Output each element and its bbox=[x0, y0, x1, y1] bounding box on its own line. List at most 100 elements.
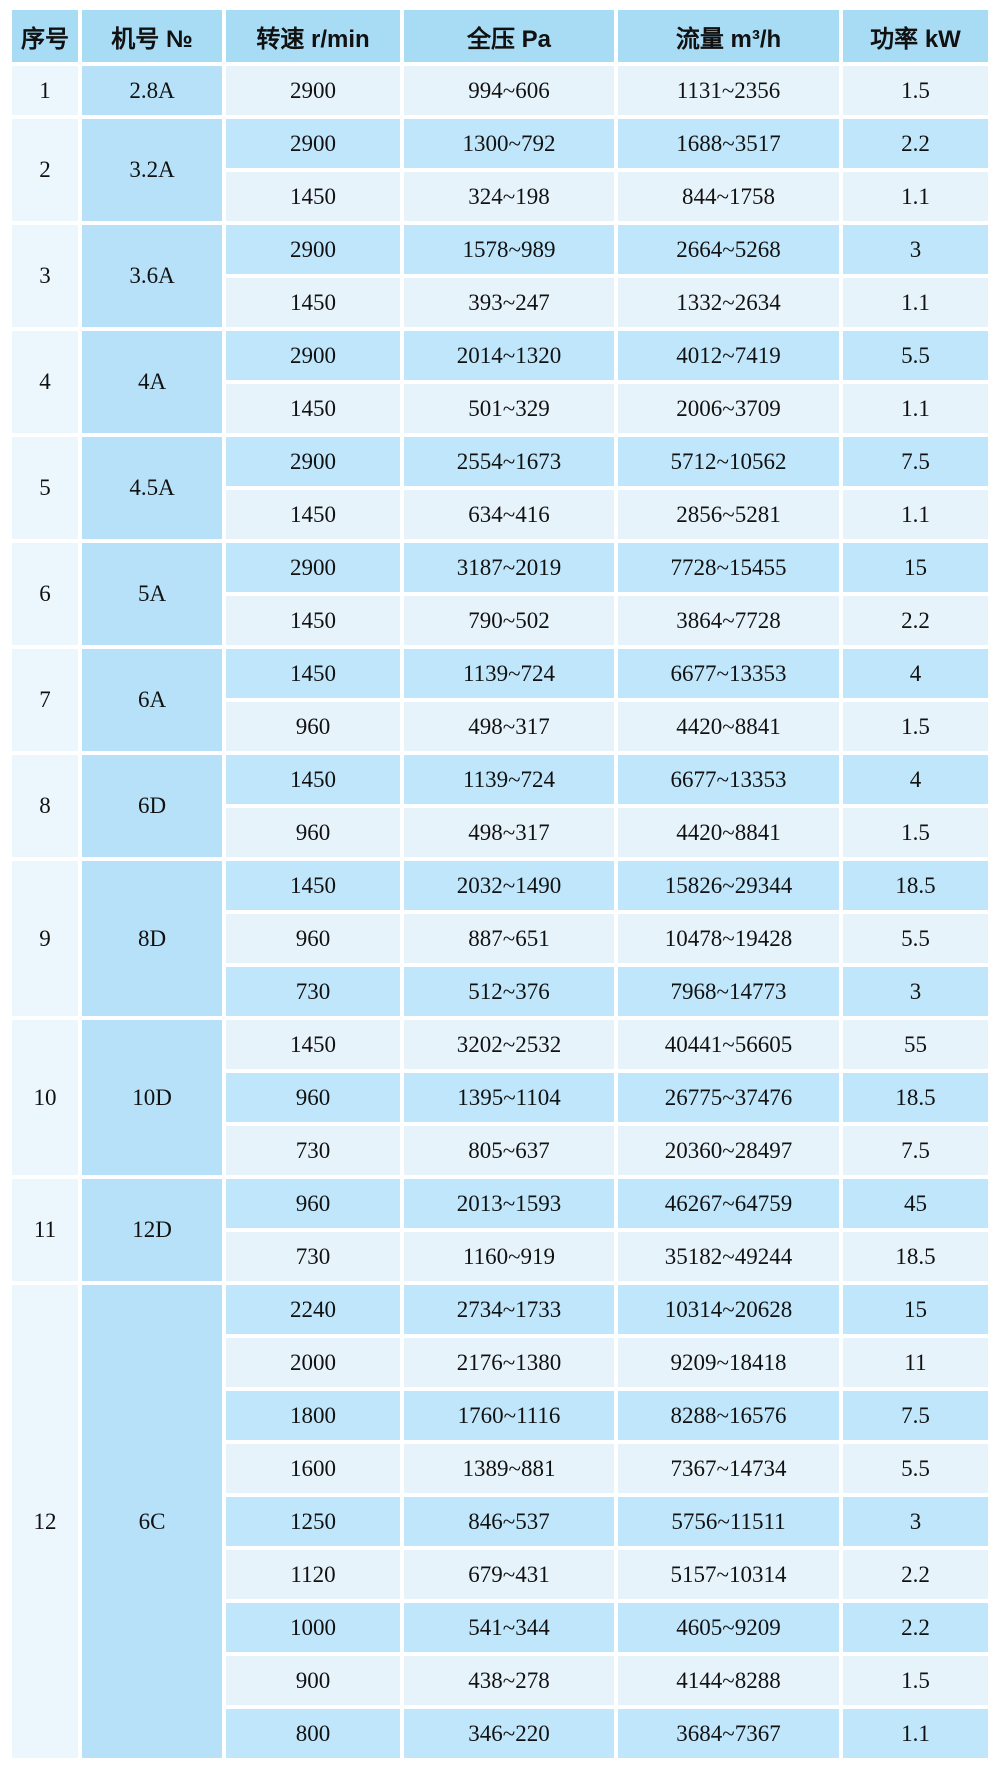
flow-cell: 8288~16576 bbox=[618, 1391, 839, 1440]
power-cell: 7.5 bbox=[843, 1126, 988, 1175]
flow-cell: 20360~28497 bbox=[618, 1126, 839, 1175]
speed-cell: 1250 bbox=[226, 1497, 400, 1546]
seq-cell: 9 bbox=[12, 861, 78, 1016]
flow-cell: 1131~2356 bbox=[618, 66, 839, 115]
speed-cell: 2240 bbox=[226, 1285, 400, 1334]
header-seq: 序号 bbox=[12, 10, 78, 62]
seq-cell: 10 bbox=[12, 1020, 78, 1175]
fan-spec-table: 序号 机号 № 转速 r/min 全压 Pa 流量 m³/h 功率 kW 1 2.… bbox=[8, 6, 992, 1762]
speed-cell: 730 bbox=[226, 1232, 400, 1281]
table-row: 1450 324~198 844~1758 1.1 bbox=[12, 172, 988, 221]
seq-cell: 8 bbox=[12, 755, 78, 857]
speed-cell: 1000 bbox=[226, 1603, 400, 1652]
flow-cell: 2664~5268 bbox=[618, 225, 839, 274]
seq-cell: 2 bbox=[12, 119, 78, 221]
pressure-cell: 541~344 bbox=[404, 1603, 614, 1652]
power-cell: 2.2 bbox=[843, 1603, 988, 1652]
power-cell: 4 bbox=[843, 649, 988, 698]
table-row: 1250 846~537 5756~11511 3 bbox=[12, 1497, 988, 1546]
flow-cell: 9209~18418 bbox=[618, 1338, 839, 1387]
power-cell: 2.2 bbox=[843, 596, 988, 645]
table-row: 730 1160~919 35182~49244 18.5 bbox=[12, 1232, 988, 1281]
table-row: 2 3.2A 2900 1300~792 1688~3517 2.2 bbox=[12, 119, 988, 221]
power-cell: 18.5 bbox=[843, 1232, 988, 1281]
speed-cell: 960 bbox=[226, 808, 400, 857]
flow-cell: 4420~8841 bbox=[618, 808, 839, 857]
pressure-cell: 501~329 bbox=[404, 384, 614, 433]
table-row: 1600 1389~881 7367~14734 5.5 bbox=[12, 1444, 988, 1493]
power-cell: 1.5 bbox=[843, 66, 988, 115]
table-row: 5 4.5A 2900 2554~1673 5712~10562 7.5 bbox=[12, 437, 988, 539]
table-row: 8 6D 1450 1139~724 6677~13353 4 bbox=[12, 755, 988, 857]
power-cell: 7.5 bbox=[843, 437, 988, 486]
power-cell: 7.5 bbox=[843, 1391, 988, 1440]
pressure-cell: 2013~1593 bbox=[404, 1179, 614, 1228]
pressure-cell: 1160~919 bbox=[404, 1232, 614, 1281]
speed-cell: 2900 bbox=[226, 225, 400, 274]
power-cell: 45 bbox=[843, 1179, 988, 1228]
power-cell: 1.5 bbox=[843, 702, 988, 751]
pressure-cell: 393~247 bbox=[404, 278, 614, 327]
pressure-cell: 438~278 bbox=[404, 1656, 614, 1705]
power-cell: 3 bbox=[843, 967, 988, 1016]
table-row: 1120 679~431 5157~10314 2.2 bbox=[12, 1550, 988, 1599]
header-power: 功率 kW bbox=[843, 10, 988, 62]
speed-cell: 1450 bbox=[226, 278, 400, 327]
pressure-cell: 846~537 bbox=[404, 1497, 614, 1546]
power-cell: 15 bbox=[843, 1285, 988, 1334]
table-row: 7 6A 1450 1139~724 6677~13353 4 bbox=[12, 649, 988, 751]
speed-cell: 1120 bbox=[226, 1550, 400, 1599]
power-cell: 1.1 bbox=[843, 172, 988, 221]
table-row: 11 12D 960 2013~1593 46267~64759 45 bbox=[12, 1179, 988, 1281]
power-cell: 3 bbox=[843, 225, 988, 274]
table-row: 1 2.8A 2900 994~606 1131~2356 1.5 bbox=[12, 66, 988, 115]
power-cell: 1.5 bbox=[843, 1656, 988, 1705]
seq-cell: 12 bbox=[12, 1285, 78, 1758]
table-row: 800 346~220 3684~7367 1.1 bbox=[12, 1709, 988, 1758]
speed-cell: 1450 bbox=[226, 172, 400, 221]
speed-cell: 1450 bbox=[226, 596, 400, 645]
seq-cell: 7 bbox=[12, 649, 78, 751]
header-row: 序号 机号 № 转速 r/min 全压 Pa 流量 m³/h 功率 kW bbox=[12, 10, 988, 62]
flow-cell: 1332~2634 bbox=[618, 278, 839, 327]
power-cell: 5.5 bbox=[843, 331, 988, 380]
pressure-cell: 324~198 bbox=[404, 172, 614, 221]
seq-cell: 6 bbox=[12, 543, 78, 645]
power-cell: 15 bbox=[843, 543, 988, 592]
pressure-cell: 634~416 bbox=[404, 490, 614, 539]
flow-cell: 4144~8288 bbox=[618, 1656, 839, 1705]
model-cell: 5A bbox=[82, 543, 222, 645]
speed-cell: 2900 bbox=[226, 66, 400, 115]
model-cell: 4.5A bbox=[82, 437, 222, 539]
speed-cell: 800 bbox=[226, 1709, 400, 1758]
speed-cell: 1450 bbox=[226, 861, 400, 910]
pressure-cell: 346~220 bbox=[404, 1709, 614, 1758]
power-cell: 11 bbox=[843, 1338, 988, 1387]
table-row: 1000 541~344 4605~9209 2.2 bbox=[12, 1603, 988, 1652]
power-cell: 55 bbox=[843, 1020, 988, 1069]
table-row: 1450 790~502 3864~7728 2.2 bbox=[12, 596, 988, 645]
speed-cell: 2900 bbox=[226, 543, 400, 592]
speed-cell: 1450 bbox=[226, 384, 400, 433]
table-row: 9 8D 1450 2032~1490 15826~29344 18.5 bbox=[12, 861, 988, 1016]
pressure-cell: 498~317 bbox=[404, 808, 614, 857]
flow-cell: 40441~56605 bbox=[618, 1020, 839, 1069]
seq-cell: 5 bbox=[12, 437, 78, 539]
power-cell: 1.1 bbox=[843, 384, 988, 433]
speed-cell: 2900 bbox=[226, 331, 400, 380]
flow-cell: 6677~13353 bbox=[618, 649, 839, 698]
seq-cell: 1 bbox=[12, 66, 78, 115]
flow-cell: 35182~49244 bbox=[618, 1232, 839, 1281]
table-row: 730 805~637 20360~28497 7.5 bbox=[12, 1126, 988, 1175]
power-cell: 5.5 bbox=[843, 1444, 988, 1493]
flow-cell: 5157~10314 bbox=[618, 1550, 839, 1599]
speed-cell: 2000 bbox=[226, 1338, 400, 1387]
seq-cell: 4 bbox=[12, 331, 78, 433]
power-cell: 2.2 bbox=[843, 1550, 988, 1599]
table-row: 900 438~278 4144~8288 1.5 bbox=[12, 1656, 988, 1705]
pressure-cell: 498~317 bbox=[404, 702, 614, 751]
speed-cell: 730 bbox=[226, 967, 400, 1016]
speed-cell: 1450 bbox=[226, 1020, 400, 1069]
pressure-cell: 2554~1673 bbox=[404, 437, 614, 486]
flow-cell: 26775~37476 bbox=[618, 1073, 839, 1122]
